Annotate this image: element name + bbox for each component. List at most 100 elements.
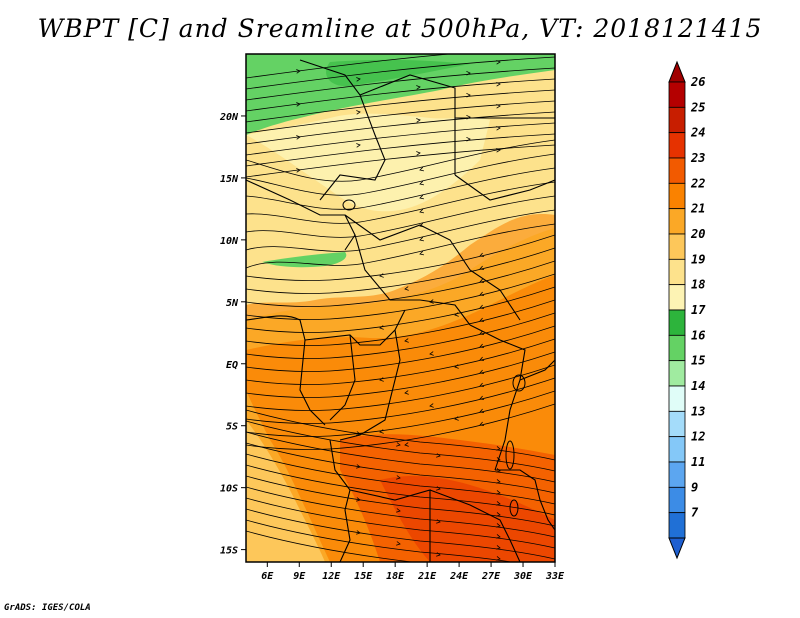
streamline-arrow <box>436 453 441 458</box>
lat-label: 5N <box>226 298 239 309</box>
lon-label: 21E <box>417 571 437 582</box>
streamline <box>246 519 514 562</box>
colorbar-label: 7 <box>691 506 699 520</box>
streamline-arrow <box>479 291 485 296</box>
colorbar-label: 9 <box>691 480 698 494</box>
lon-label: 15E <box>354 571 373 582</box>
streamline <box>246 209 555 252</box>
wbpt-region-17-patch <box>262 252 347 268</box>
colorbar-label: 20 <box>690 227 705 241</box>
colorbar-swatch <box>668 486 686 514</box>
streamline-arrow <box>419 180 424 186</box>
lat-label: 15S <box>220 546 238 557</box>
streamline-arrow <box>479 395 485 400</box>
streamline-arrow <box>466 114 471 120</box>
streamlines <box>246 49 555 562</box>
colorbar-swatch <box>668 436 686 463</box>
streamline-arrow <box>479 421 485 426</box>
colorbar-swatch <box>668 512 686 539</box>
lat-label: 10N <box>220 236 239 247</box>
colorbar-label: 25 <box>690 100 705 114</box>
streamline-arrow <box>356 110 361 115</box>
streamline-arrow <box>496 147 501 153</box>
streamline <box>246 56 555 90</box>
streamline-arrow <box>479 278 485 283</box>
colorbar-swatch <box>668 132 686 159</box>
streamline-arrow <box>496 468 501 473</box>
colorbar-swatch <box>668 258 686 286</box>
colorbar-swatch <box>668 284 686 311</box>
streamline-arrow <box>496 446 501 451</box>
streamline <box>246 442 555 494</box>
streamline-arrow <box>496 490 501 495</box>
streamline-arrow <box>296 102 301 107</box>
streamline <box>246 89 555 123</box>
colorbar-swatch <box>668 157 686 184</box>
streamline-arrow <box>419 166 424 172</box>
colorbar-label: 18 <box>691 278 705 292</box>
streamline-arrow <box>436 519 441 524</box>
streamline-arrow <box>496 501 501 506</box>
streamline <box>246 247 555 294</box>
streamline <box>246 153 555 196</box>
streamline-arrow <box>419 208 424 214</box>
streamline-arrow <box>479 317 485 322</box>
lon-label: 33E <box>545 571 565 582</box>
streamline <box>246 312 555 359</box>
streamline-arrow <box>496 457 501 462</box>
streamline-arrow <box>356 143 361 148</box>
streamline-arrow <box>379 273 384 278</box>
colorbar-label: 11 <box>691 455 705 469</box>
streamline-arrow <box>419 250 424 256</box>
colorbar-label: 16 <box>691 328 705 342</box>
streamline <box>246 403 555 450</box>
lat-label: 20N <box>219 112 239 123</box>
lon-axis: 6E 9E 12E 15E 18E 21E 24E 27E 30E 33E <box>261 562 565 582</box>
lat-label: EQ <box>226 360 238 371</box>
streamline-arrow <box>404 338 409 343</box>
colorbar-label: 13 <box>691 404 705 418</box>
streamline <box>246 338 555 385</box>
streamline-arrow <box>404 442 409 447</box>
streamline-arrow <box>429 299 434 304</box>
lat-label: 10S <box>220 484 238 495</box>
colorbar-label: 17 <box>691 303 706 317</box>
lon-label: 30E <box>513 571 533 582</box>
streamline-arrow <box>356 464 361 469</box>
streamline <box>246 181 555 224</box>
colorbar-swatch <box>668 309 686 336</box>
lakes <box>342 199 526 517</box>
map-frame <box>245 53 556 563</box>
lon-label: 27E <box>481 571 501 582</box>
streamline-arrow <box>416 151 421 156</box>
streamline <box>246 286 555 333</box>
lat-label: 15N <box>220 174 239 185</box>
streamline-arrow <box>496 512 501 517</box>
colorbar-swatch <box>668 182 686 210</box>
colorbar-bottom-arrow <box>668 537 686 560</box>
streamline-arrow <box>496 479 501 484</box>
chart-title: WBPT [C] and Sreamline at 500hPa, VT: 20… <box>37 14 763 43</box>
streamline-arrow <box>379 429 384 434</box>
streamline-arrow <box>454 416 459 421</box>
colorbar-swatch <box>668 233 686 260</box>
streamline-arrow <box>429 351 434 356</box>
colorbar-top-arrow <box>668 60 686 83</box>
streamline-arrow <box>466 49 470 53</box>
colorbar-label: 12 <box>691 430 705 444</box>
streamline <box>246 420 555 472</box>
streamline-arrow <box>396 442 401 447</box>
lon-label: 6E <box>261 571 274 582</box>
streamline <box>246 351 555 398</box>
streamline-arrow <box>419 194 424 200</box>
streamline <box>246 260 555 307</box>
wbpt-region-17-north <box>246 54 555 135</box>
streamline-arrow <box>466 92 471 98</box>
colorbar-swatch <box>668 208 686 235</box>
lon-label: 9E <box>293 571 306 582</box>
streamline-arrow <box>479 382 485 387</box>
streamline-arrow <box>396 541 401 546</box>
streamline-arrow <box>496 81 501 87</box>
colorbar-label: 15 <box>691 354 705 368</box>
streamline <box>246 234 555 281</box>
